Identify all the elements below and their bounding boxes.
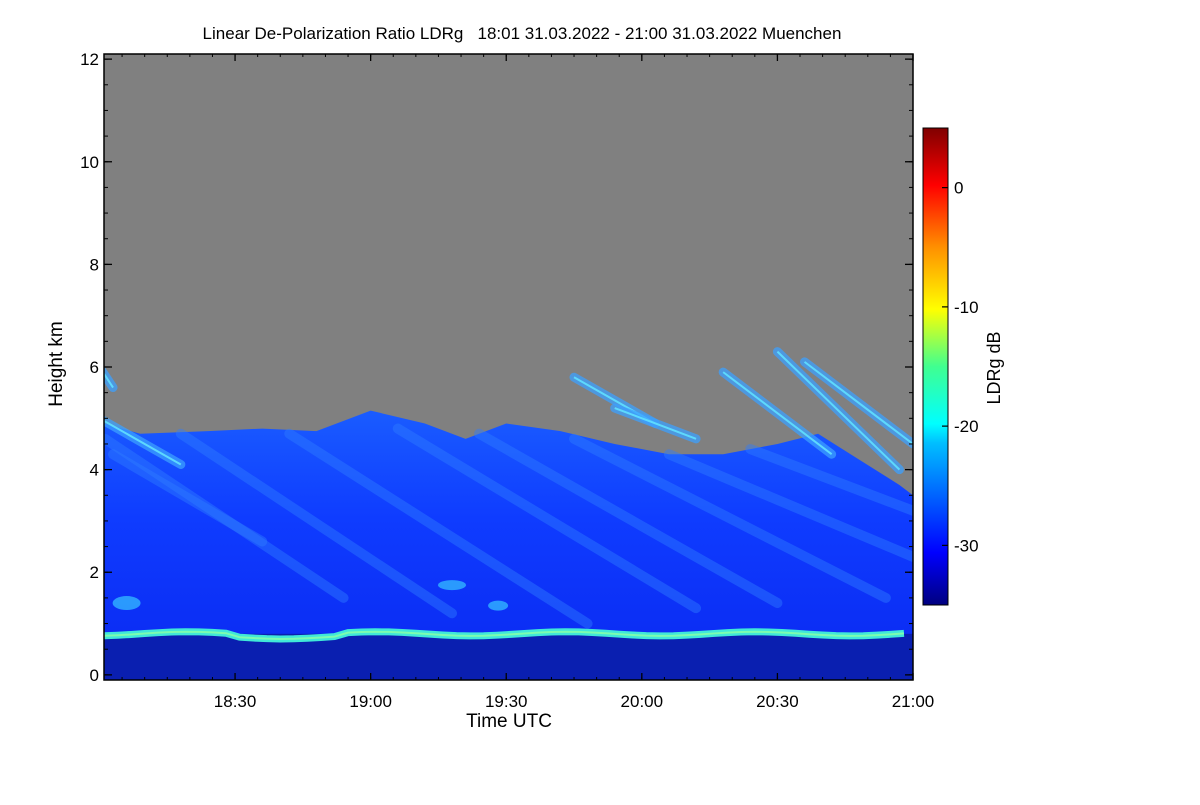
fall-streak-7 <box>663 449 913 562</box>
cirrus-streak-core-6 <box>104 419 182 466</box>
fall-streak-4 <box>392 423 702 614</box>
x-axis-label: Time UTC <box>466 711 552 732</box>
fall-streak-0 <box>104 433 349 603</box>
plot-area <box>104 54 913 680</box>
fall-streak-2 <box>175 428 458 619</box>
cirrus-streak-core-5 <box>104 372 114 389</box>
fall-streak-8 <box>745 444 913 516</box>
y-tick-label: 10 <box>80 153 99 172</box>
boundary-layer <box>104 633 913 680</box>
y-axis: 0 2 4 6 8 10 12 <box>80 50 913 685</box>
x-tick-label: 19:00 <box>349 692 392 711</box>
y-tick-label: 2 <box>90 563 99 582</box>
x-tick-label: 21:00 <box>892 692 935 711</box>
y-tick-label: 6 <box>90 358 99 377</box>
cloud-streaks <box>104 423 913 629</box>
fall-streak-1 <box>108 449 268 547</box>
fall-streak-6 <box>569 433 891 603</box>
cloud-layer <box>104 410 913 680</box>
colorbar: 0 -10 -20 -30 LDRg dB <box>922 127 1004 606</box>
x-axis: 18:30 19:00 19:30 20:00 20:30 21:00 <box>121 54 935 711</box>
y-tick-label: 4 <box>90 461 99 480</box>
y-axis-label: Height km <box>46 321 67 407</box>
boundary-layer-top-core <box>104 630 905 640</box>
cirrus-streak-core-1 <box>614 407 697 440</box>
chart-title: Linear De-Polarization Ratio LDRg 18:01 … <box>203 24 842 43</box>
y-tick-label: 8 <box>90 255 99 274</box>
colorbar-gradient <box>922 127 949 606</box>
y-tick-label: 12 <box>80 50 99 69</box>
cirrus-streak-core-3 <box>776 350 901 471</box>
y-tick-label: 0 <box>90 666 99 685</box>
colorbar-tick-label: -30 <box>954 536 979 555</box>
fall-streak-5 <box>474 428 783 609</box>
colorbar-tick-label: 0 <box>954 179 963 198</box>
x-tick-label: 20:30 <box>756 692 799 711</box>
colorbar-tick-label: -20 <box>954 417 979 436</box>
cirrus-streak-core-4 <box>803 361 913 445</box>
low-cloud-patch-2 <box>488 600 509 611</box>
fall-streak-3 <box>284 428 593 629</box>
colorbar-tick-label: -10 <box>954 298 979 317</box>
x-tick-label: 19:30 <box>485 692 528 711</box>
x-tick-label: 20:00 <box>621 692 664 711</box>
colorbar-label: LDRg dB <box>984 331 1004 404</box>
cirrus-streak-core-2 <box>722 371 833 456</box>
upper-cloud-patches <box>104 347 913 475</box>
colorbar-ticks: 0 -10 -20 -30 <box>942 179 979 555</box>
x-tick-label: 18:30 <box>214 692 257 711</box>
low-cloud-patch-1 <box>438 580 467 591</box>
low-cloud-patch-0 <box>112 596 141 611</box>
